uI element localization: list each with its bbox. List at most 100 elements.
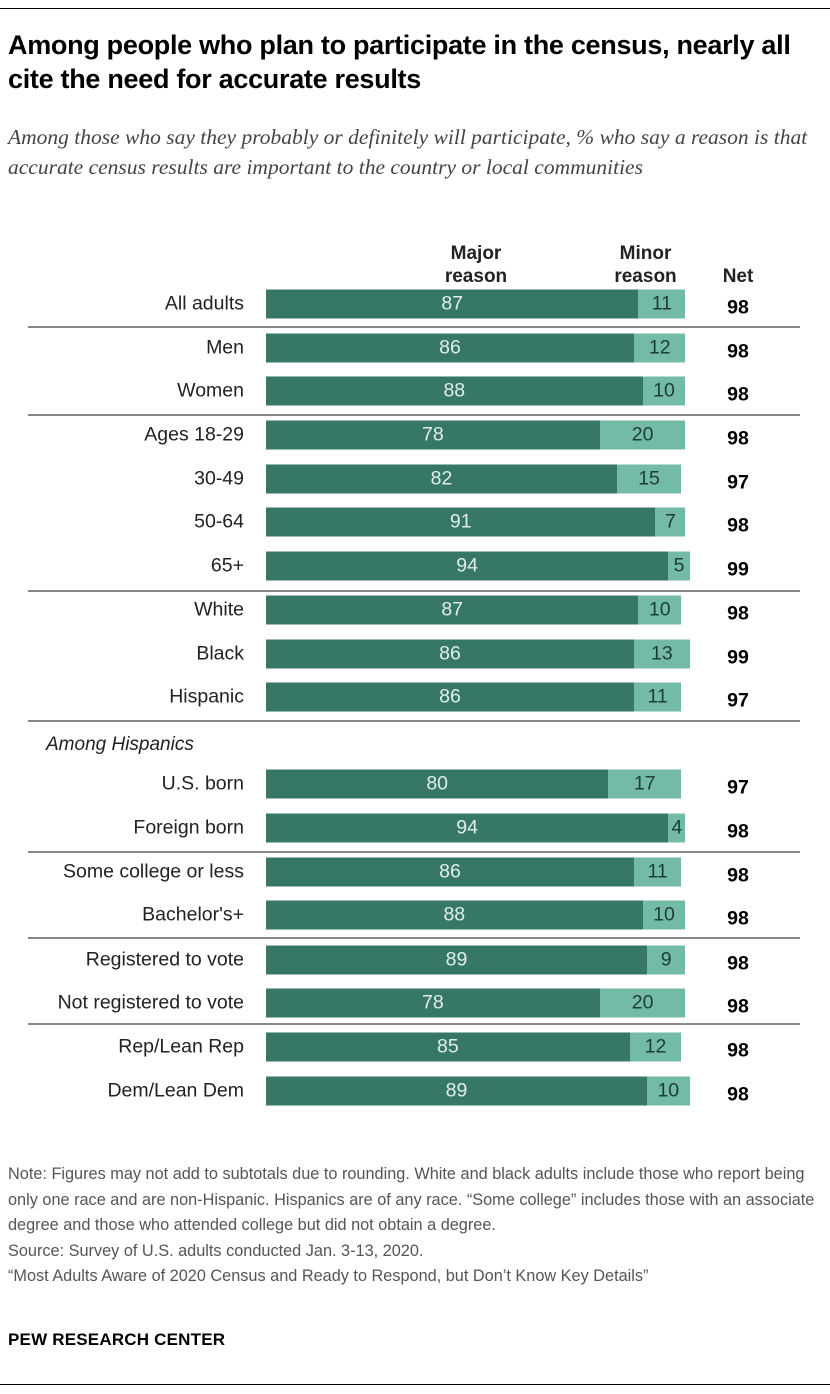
value-minor: 15 [638, 467, 660, 490]
value-major: 80 [426, 772, 449, 795]
row-label: Foreign born [133, 816, 244, 839]
bar-major [266, 945, 647, 975]
value-major: 85 [437, 1035, 459, 1058]
group-label: Among Hispanics [46, 734, 194, 755]
value-minor: 11 [647, 860, 668, 883]
bar-minor [668, 813, 686, 843]
row-label: Men [206, 336, 244, 359]
row-label: Bachelor's+ [142, 903, 244, 926]
row-label: 65+ [210, 554, 244, 577]
value-net: 98 [727, 296, 749, 319]
group-separator [28, 1023, 800, 1025]
bar-minor [642, 376, 686, 406]
row-label: Dem/Lean Dem [107, 1079, 244, 1102]
bar-major [266, 333, 635, 363]
bar-major [266, 682, 635, 712]
bar-major [266, 639, 635, 669]
value-major: 87 [441, 598, 464, 621]
bar-major [266, 464, 617, 494]
row-label: Some college or less [62, 860, 244, 883]
bar-major [266, 813, 669, 843]
bar-minor [608, 769, 682, 799]
value-net: 98 [727, 952, 749, 975]
value-major: 78 [422, 991, 444, 1014]
brand-logo: PEW RESEARCH CENTER [8, 1330, 226, 1349]
bar-minor [599, 420, 686, 450]
value-major: 91 [449, 510, 472, 533]
value-net: 98 [727, 1083, 749, 1106]
row-label: Ages 18-29 [144, 423, 244, 446]
bar-minor [629, 1032, 682, 1062]
bar-minor [642, 900, 686, 930]
value-major: 86 [439, 336, 461, 359]
bar-major [266, 769, 609, 799]
bar-major [266, 551, 669, 581]
bar-minor [638, 595, 682, 625]
chart-notes: Note: Figures may not add to subtotals d… [8, 1162, 823, 1290]
bar-minor [634, 639, 690, 669]
row-label: 50-64 [194, 510, 244, 533]
bar-minor [634, 333, 686, 363]
bar-major [266, 289, 639, 319]
row-label: Black [196, 642, 244, 665]
value-net: 99 [727, 558, 749, 581]
value-major: 89 [445, 948, 468, 971]
row-label: Hispanic [169, 685, 244, 708]
value-net: 98 [727, 820, 749, 843]
bar-major [266, 1076, 647, 1106]
group-separator [28, 326, 800, 328]
top-rule [0, 8, 830, 9]
bar-minor [599, 988, 686, 1018]
row-label: Not registered to vote [57, 991, 244, 1014]
value-major: 94 [456, 554, 479, 577]
bar-minor [655, 507, 686, 537]
group-separator [28, 937, 800, 939]
value-major: 89 [445, 1079, 468, 1102]
value-minor: 5 [673, 554, 685, 577]
row-label: Rep/Lean Rep [118, 1035, 244, 1058]
value-minor: 12 [648, 336, 671, 359]
value-minor: 10 [657, 1079, 680, 1102]
bar-major [266, 900, 643, 930]
note-text: Note: Figures may not add to subtotals d… [8, 1165, 815, 1234]
row-label: Women [177, 379, 244, 402]
value-major: 88 [443, 379, 466, 402]
group-separator [28, 720, 800, 722]
header-minor: Minor reason [614, 243, 677, 287]
chart-title: Among people who plan to participate in … [8, 30, 791, 94]
value-minor: 10 [653, 903, 675, 926]
value-minor: 13 [651, 642, 673, 665]
bar-minor [668, 551, 690, 581]
value-net: 98 [727, 514, 749, 537]
value-major: 78 [422, 423, 444, 446]
value-minor: 10 [653, 379, 675, 402]
value-major: 87 [441, 292, 464, 315]
value-minor: 12 [644, 1035, 667, 1058]
value-net: 98 [727, 995, 749, 1018]
value-minor: 17 [633, 772, 656, 795]
value-major: 94 [456, 816, 479, 839]
value-minor: 20 [631, 991, 654, 1014]
report-title: “Most Adults Aware of 2020 Census and Re… [8, 1267, 649, 1285]
bar-minor [634, 682, 682, 712]
value-minor: 4 [671, 816, 683, 839]
value-major: 86 [439, 860, 461, 883]
bar-major [266, 988, 600, 1018]
value-minor: 10 [648, 598, 671, 621]
bar-minor [616, 464, 682, 494]
value-net: 98 [727, 340, 749, 363]
row-label: 30-49 [194, 467, 244, 490]
value-net: 98 [727, 907, 749, 930]
value-minor: 11 [651, 292, 673, 315]
value-minor: 7 [665, 510, 676, 533]
value-net: 98 [727, 864, 749, 887]
row-label: Registered to vote [85, 948, 244, 971]
bar-minor [638, 289, 686, 319]
group-separator [28, 851, 800, 853]
bar-major [266, 420, 600, 450]
value-net: 97 [727, 776, 749, 799]
value-major: 82 [430, 467, 453, 490]
value-minor: 9 [660, 948, 672, 971]
row-label: White [194, 598, 244, 621]
